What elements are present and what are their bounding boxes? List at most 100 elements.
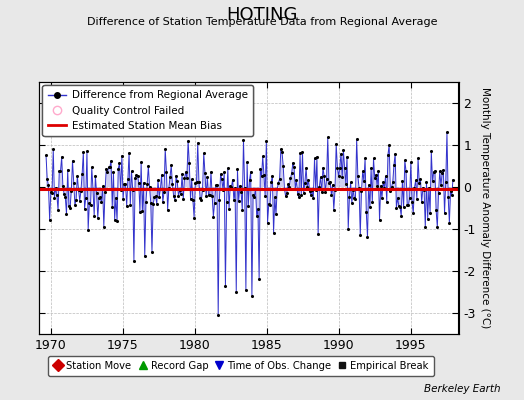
- Point: [246, 168, 255, 175]
- Point: [49, 146, 58, 152]
- Point: [180, 175, 189, 182]
- Point: [173, 178, 181, 185]
- Point: [176, 187, 184, 194]
- Point: [398, 178, 407, 184]
- Legend: Station Move, Record Gap, Time of Obs. Change, Empirical Break: Station Move, Record Gap, Time of Obs. C…: [48, 356, 434, 376]
- Point: [225, 205, 233, 212]
- Point: [47, 189, 55, 195]
- Point: [418, 199, 426, 205]
- Point: [124, 176, 132, 182]
- Point: [315, 184, 323, 190]
- Point: [318, 189, 326, 195]
- Point: [236, 182, 244, 189]
- Point: [321, 189, 330, 195]
- Point: [147, 200, 155, 206]
- Point: [346, 179, 355, 186]
- Point: [128, 186, 137, 193]
- Point: [107, 158, 115, 164]
- Point: [261, 193, 269, 199]
- Point: [238, 207, 246, 213]
- Point: [171, 197, 179, 203]
- Point: [303, 183, 311, 190]
- Point: [253, 212, 261, 219]
- Point: [111, 217, 119, 223]
- Point: [113, 218, 121, 224]
- Point: [438, 170, 446, 176]
- Point: [172, 172, 180, 179]
- Point: [118, 152, 126, 159]
- Point: [252, 186, 260, 192]
- Point: [58, 154, 66, 160]
- Point: [215, 196, 224, 203]
- Point: [193, 140, 202, 146]
- Point: [372, 172, 380, 178]
- Text: Berkeley Earth: Berkeley Earth: [424, 384, 500, 394]
- Point: [144, 163, 152, 170]
- Point: [216, 171, 225, 177]
- Point: [121, 181, 129, 188]
- Point: [365, 182, 373, 188]
- Point: [195, 179, 203, 185]
- Point: [401, 157, 409, 164]
- Point: [143, 181, 151, 188]
- Point: [399, 204, 408, 211]
- Point: [51, 184, 60, 191]
- Point: [281, 193, 290, 200]
- Point: [338, 173, 346, 180]
- Point: [89, 186, 97, 192]
- Point: [342, 181, 350, 187]
- Point: [163, 207, 172, 213]
- Point: [334, 172, 343, 179]
- Point: [55, 168, 63, 174]
- Point: [254, 206, 262, 212]
- Point: [83, 148, 91, 154]
- Point: [319, 164, 327, 171]
- Point: [212, 182, 220, 189]
- Point: [357, 188, 366, 194]
- Point: [323, 134, 332, 140]
- Point: [189, 197, 197, 204]
- Point: [219, 186, 227, 193]
- Point: [84, 226, 92, 233]
- Point: [115, 160, 124, 167]
- Point: [276, 176, 284, 182]
- Point: [224, 165, 232, 171]
- Point: [381, 173, 390, 179]
- Point: [362, 209, 370, 215]
- Point: [256, 166, 265, 172]
- Point: [142, 198, 150, 205]
- Point: [273, 186, 281, 192]
- Point: [104, 164, 113, 171]
- Point: [280, 186, 289, 192]
- Point: [95, 194, 103, 201]
- Point: [64, 203, 73, 210]
- Point: [350, 195, 358, 202]
- Point: [392, 205, 400, 212]
- Point: [148, 249, 156, 255]
- Point: [425, 184, 433, 191]
- Point: [356, 232, 365, 238]
- Point: [75, 197, 84, 204]
- Point: [77, 188, 85, 194]
- Point: [157, 172, 166, 178]
- Point: [403, 202, 411, 208]
- Point: [86, 202, 95, 208]
- Point: [427, 148, 435, 154]
- Point: [119, 196, 127, 202]
- Point: [272, 211, 280, 218]
- Point: [66, 205, 74, 211]
- Point: [245, 177, 254, 184]
- Point: [197, 197, 205, 203]
- Point: [88, 164, 96, 170]
- Point: [344, 226, 353, 232]
- Point: [420, 186, 428, 193]
- Point: [266, 202, 274, 208]
- Point: [422, 179, 431, 185]
- Point: [106, 164, 114, 170]
- Point: [199, 187, 207, 193]
- Y-axis label: Monthly Temperature Anomaly Difference (°C): Monthly Temperature Anomaly Difference (…: [480, 87, 490, 329]
- Point: [419, 184, 427, 191]
- Point: [428, 178, 436, 184]
- Point: [313, 154, 321, 160]
- Point: [213, 182, 221, 188]
